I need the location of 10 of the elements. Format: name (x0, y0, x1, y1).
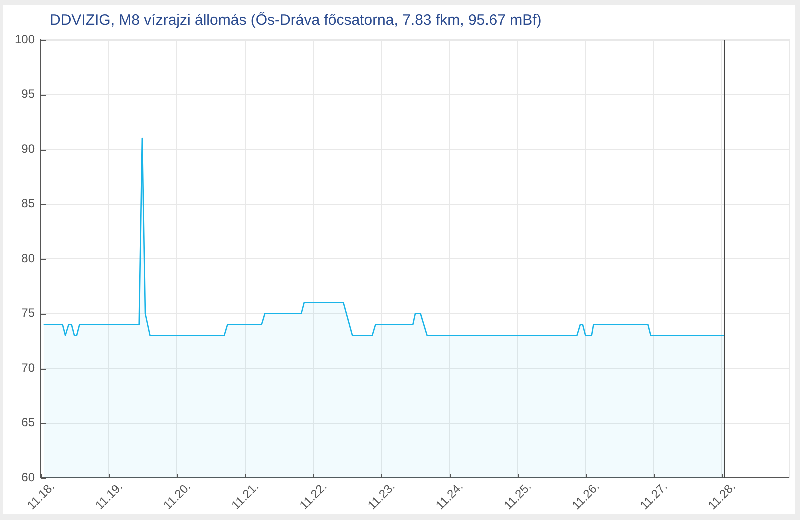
y-tick-label: 75 (22, 306, 36, 320)
y-tick-label: 80 (22, 251, 36, 266)
y-tick-label: 90 (22, 142, 36, 156)
y-tick-label: 70 (22, 360, 36, 375)
y-tick-label: 60 (22, 470, 36, 484)
y-tick-label: 100 (14, 32, 36, 46)
y-tick-label: 85 (22, 196, 36, 211)
y-tick-label: 65 (22, 416, 36, 430)
y-tick-label: 95 (22, 87, 36, 102)
chart-title: DDVIZIG, M8 vízrajzi állomás (Ős-Dráva főcsatorna, 7.83 fkm, 95.67 mBf) (50, 11, 542, 30)
